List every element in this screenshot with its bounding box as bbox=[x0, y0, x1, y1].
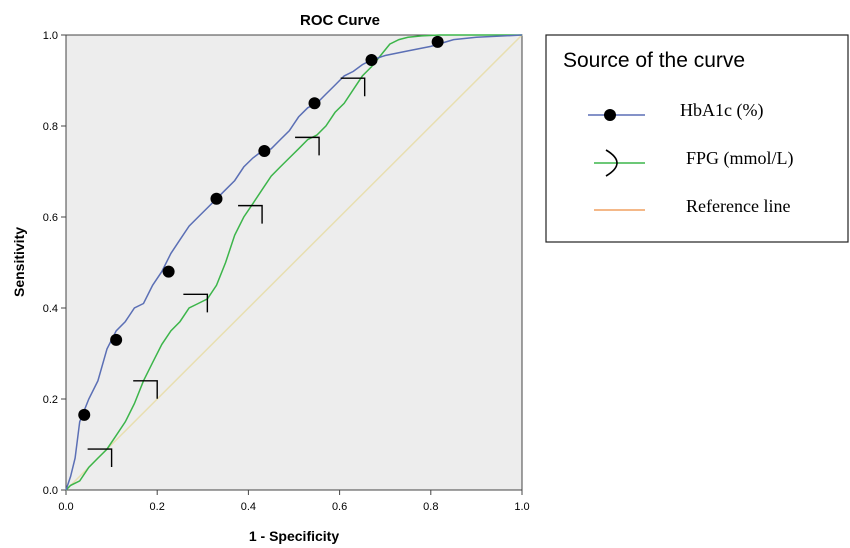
hba1c-marker bbox=[258, 145, 271, 158]
legend-hba1c-marker bbox=[604, 109, 616, 121]
fpg-marker bbox=[133, 380, 158, 399]
y-tick-label: 0.4 bbox=[43, 303, 58, 315]
y-axis-ticks: 0.0 0.2 0.4 0.6 0.8 1.0 bbox=[43, 30, 66, 497]
x-axis-label: 1 - Specificity bbox=[249, 528, 339, 544]
x-tick-label: 0.0 bbox=[58, 501, 73, 513]
hba1c-marker bbox=[431, 35, 444, 48]
hba1c-marker bbox=[365, 54, 378, 67]
y-tick-label: 0.8 bbox=[43, 121, 58, 133]
hba1c-marker bbox=[210, 192, 223, 205]
fpg-marker bbox=[340, 77, 366, 97]
x-axis-ticks: 0.0 0.2 0.4 0.6 0.8 1.0 bbox=[58, 490, 530, 513]
x-tick-label: 1.0 bbox=[514, 501, 529, 513]
legend: Source of the curve HbA1c (%) FPG (mmol/… bbox=[545, 34, 849, 243]
x-tick-label: 0.6 bbox=[332, 501, 347, 513]
fpg-marker bbox=[238, 204, 263, 224]
y-tick-label: 0.2 bbox=[43, 394, 58, 406]
hba1c-marker bbox=[78, 408, 91, 421]
series-layer bbox=[65, 34, 523, 491]
hba1c-marker bbox=[308, 97, 321, 110]
x-tick-label: 0.4 bbox=[241, 501, 256, 513]
y-tick-label: 0.6 bbox=[43, 212, 58, 224]
legend-title: Source of the curve bbox=[563, 49, 745, 72]
legend-hba1c-label: HbA1c (%) bbox=[680, 100, 763, 121]
reference-line-line bbox=[65, 34, 523, 491]
fpg-marker bbox=[183, 293, 209, 313]
hba1c-marker bbox=[110, 333, 123, 346]
hba1c-line bbox=[65, 34, 523, 491]
fpg-marker bbox=[295, 136, 320, 156]
fpg-mmol-l-line bbox=[65, 34, 522, 491]
legend-box bbox=[545, 34, 849, 243]
fpg-marker bbox=[87, 448, 113, 468]
y-tick-label: 0.0 bbox=[43, 485, 58, 497]
y-tick-label: 1.0 bbox=[43, 30, 58, 42]
legend-reference-label: Reference line bbox=[686, 196, 790, 216]
legend-fpg-marker bbox=[605, 149, 618, 177]
y-axis-label: Sensitivity bbox=[11, 227, 27, 297]
legend-fpg-label: FPG (mmol/L) bbox=[686, 148, 794, 169]
x-tick-label: 0.2 bbox=[150, 501, 165, 513]
x-tick-label: 0.8 bbox=[423, 501, 438, 513]
hba1c-marker bbox=[162, 265, 175, 278]
chart-title: ROC Curve bbox=[300, 12, 380, 29]
